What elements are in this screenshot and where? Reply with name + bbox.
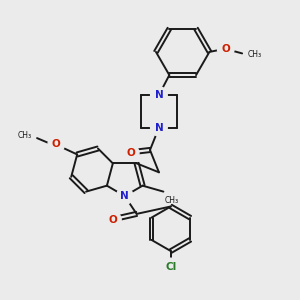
Circle shape	[116, 188, 133, 204]
Circle shape	[151, 119, 167, 136]
Text: N: N	[154, 123, 163, 133]
Circle shape	[104, 212, 121, 228]
Text: O: O	[126, 148, 135, 158]
Text: CH₃: CH₃	[18, 131, 32, 140]
Text: Cl: Cl	[165, 262, 176, 272]
Text: CH₃: CH₃	[165, 196, 179, 205]
Text: O: O	[52, 139, 61, 149]
Circle shape	[122, 145, 139, 161]
Text: N: N	[120, 191, 129, 201]
Text: O: O	[109, 215, 117, 225]
Text: O: O	[221, 44, 230, 54]
Circle shape	[163, 258, 179, 275]
Text: CH₃: CH₃	[248, 50, 262, 59]
Circle shape	[151, 87, 167, 103]
Circle shape	[48, 136, 65, 152]
Circle shape	[218, 40, 234, 57]
Text: N: N	[154, 90, 163, 100]
